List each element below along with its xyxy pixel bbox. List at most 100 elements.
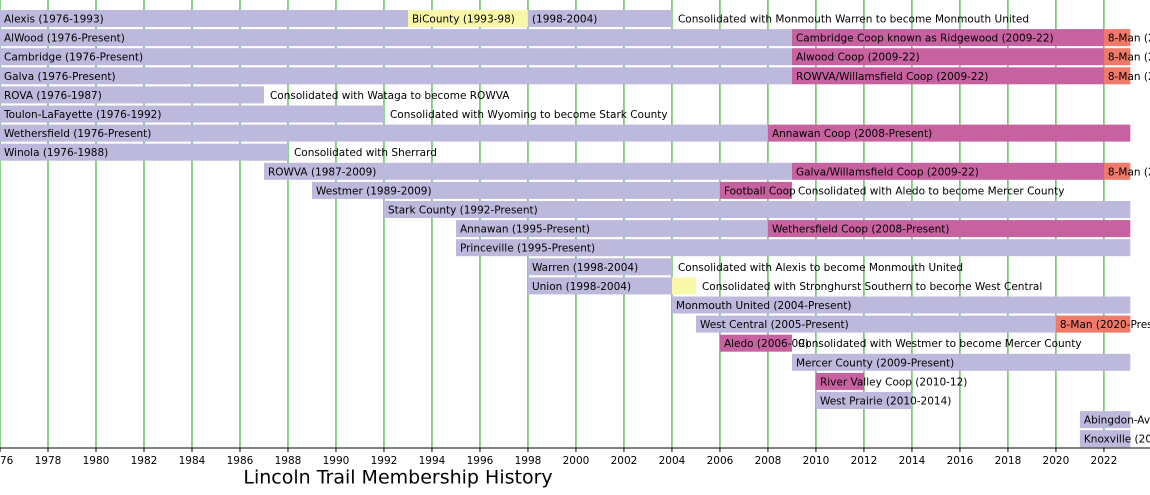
x-tick-label: 2002: [611, 455, 638, 467]
x-tick-label: 1984: [179, 455, 206, 467]
bar: [671, 296, 1131, 314]
bar-label: Union (1998-2004): [532, 281, 631, 293]
bar-label: Knoxville (2021-Present): [1084, 434, 1150, 446]
note: Consolidated with Sherrard: [294, 147, 437, 159]
bar-label: Wethersfield Coop (2008-Present): [772, 224, 950, 236]
bar-label: ROVA (1976-1987): [4, 90, 102, 102]
bar: [0, 143, 288, 161]
bar-label: Monmouth United (2004-Present): [676, 300, 852, 312]
chart-title: Lincoln Trail Membership History: [243, 467, 552, 489]
bar: [815, 392, 912, 409]
bar-label: Annawan Coop (2008-Present): [772, 128, 932, 140]
bar: [527, 10, 672, 27]
bar: [1103, 162, 1131, 180]
bar: [791, 353, 1131, 371]
bar-label: 8-Man (2022-Present): [1108, 166, 1150, 178]
bar: [791, 162, 1104, 180]
x-tick-label: 2000: [563, 455, 590, 467]
bar: [719, 334, 792, 352]
bar: [1079, 411, 1131, 429]
bar: [767, 220, 1131, 238]
bar-label: 8-Man (2022-Present): [1108, 71, 1150, 83]
bar-label: AlWood (1976-Present): [4, 33, 125, 45]
bar: [407, 10, 528, 27]
bar: [1103, 67, 1131, 85]
bar-label: Winola (1976-1988): [4, 147, 108, 159]
bar-label: Cambridge (1976-Present): [4, 52, 143, 64]
bar: [719, 181, 792, 199]
note: Consolidated with Wataga to become ROWVA: [270, 90, 510, 102]
x-tick-label: 1980: [83, 455, 110, 467]
note: Consolidated with Monmouth Warren to bec…: [678, 14, 1029, 26]
bar-label: 8-Man (2020-Present): [1060, 319, 1150, 331]
bar: [311, 181, 720, 199]
bar: [0, 67, 792, 85]
bar-label: Toulon-LaFayette (1976-1992): [3, 109, 161, 121]
bar: [767, 124, 1131, 142]
x-tick-label: 2004: [659, 455, 686, 467]
bar: [527, 258, 672, 276]
bar-label: Wethersfield (1976-Present): [4, 128, 151, 140]
bar: [0, 10, 408, 27]
x-tick-label: 1990: [323, 455, 350, 467]
note: Consolidated with Aledo to become Mercer…: [798, 185, 1065, 197]
x-tick-label: 2020: [1043, 455, 1070, 467]
x-tick-label: 2008: [755, 455, 782, 467]
note: Consolidated with Westmer to become Merc…: [798, 338, 1082, 350]
x-tick-label: 1986: [227, 455, 254, 467]
bar-label: Stark County (1992-Present): [388, 205, 538, 217]
x-tick-label: 2016: [947, 455, 974, 467]
bar-label: Westmer (1989-2009): [316, 185, 432, 197]
x-tick-label: 1994: [419, 455, 446, 467]
bar-label: 8-Man (2022-Present): [1108, 33, 1150, 45]
note: Consolidated with Alexis to become Monmo…: [678, 262, 963, 274]
bar: [455, 220, 768, 238]
bar: [0, 124, 768, 142]
bar-label: 8-Man (2022-Present): [1108, 52, 1150, 64]
bar-label: BiCounty (1993-98): [412, 14, 515, 26]
bar-label: West Prairie (2010-2014): [820, 396, 951, 408]
bar-label: Alexis (1976-1993): [4, 14, 104, 26]
bar-label: River Valley Coop (2010-12): [820, 376, 967, 388]
bar: [791, 48, 1104, 66]
x-tick-label: 1988: [275, 455, 302, 467]
bar: [383, 201, 1131, 218]
bar-label: Cambridge Coop known as Ridgewood (2009-…: [796, 33, 1054, 45]
bar-label: (1998-2004): [532, 14, 597, 26]
bar: [1103, 29, 1131, 47]
bar: [791, 29, 1104, 47]
x-tick-label: 1978: [35, 455, 62, 467]
x-tick-label: 1996: [467, 455, 494, 467]
bar-label: Abingdon-Avon (2021-Present): [1084, 415, 1150, 427]
bar: [671, 277, 696, 295]
bar-label: West Central (2005-Present): [700, 319, 849, 331]
bar-label: Princeville (1995-Present): [460, 243, 595, 255]
bar: [0, 105, 384, 123]
bar-label: ROWVA/Willamsfield Coop (2009-22): [796, 71, 988, 83]
bar-label: Galva (1976-Present): [4, 71, 116, 83]
x-tick-label: 2022: [1091, 455, 1118, 467]
bar-label: Annawan (1995-Present): [460, 224, 590, 236]
bar-label: Football Coop: [724, 185, 796, 197]
bar: [0, 48, 792, 66]
note: Consolidated with Stronghurst Southern t…: [702, 281, 1042, 293]
x-tick-label: 2010: [803, 455, 830, 467]
bar-label: Galva/Willamsfield Coop (2009-22): [796, 166, 979, 178]
bar-label: Mercer County (2009-Present): [796, 357, 954, 369]
x-tick-label: 2012: [851, 455, 878, 467]
bar-label: Alwood Coop (2009-22): [796, 52, 920, 64]
bar: [0, 29, 792, 47]
bar-label: Aledo (2006-09): [724, 338, 809, 350]
bar-label: Warren (1998-2004): [532, 262, 638, 274]
bar: [1079, 430, 1131, 448]
bar: [791, 67, 1104, 85]
x-tick-label: 1982: [131, 455, 158, 467]
x-tick-label: 2006: [707, 455, 734, 467]
x-tick-label: 1976: [0, 455, 14, 467]
x-tick-label: 2014: [899, 455, 926, 467]
bar: [0, 86, 264, 104]
bar: [815, 372, 864, 390]
bar-label: ROWVA (1987-2009): [268, 166, 376, 178]
